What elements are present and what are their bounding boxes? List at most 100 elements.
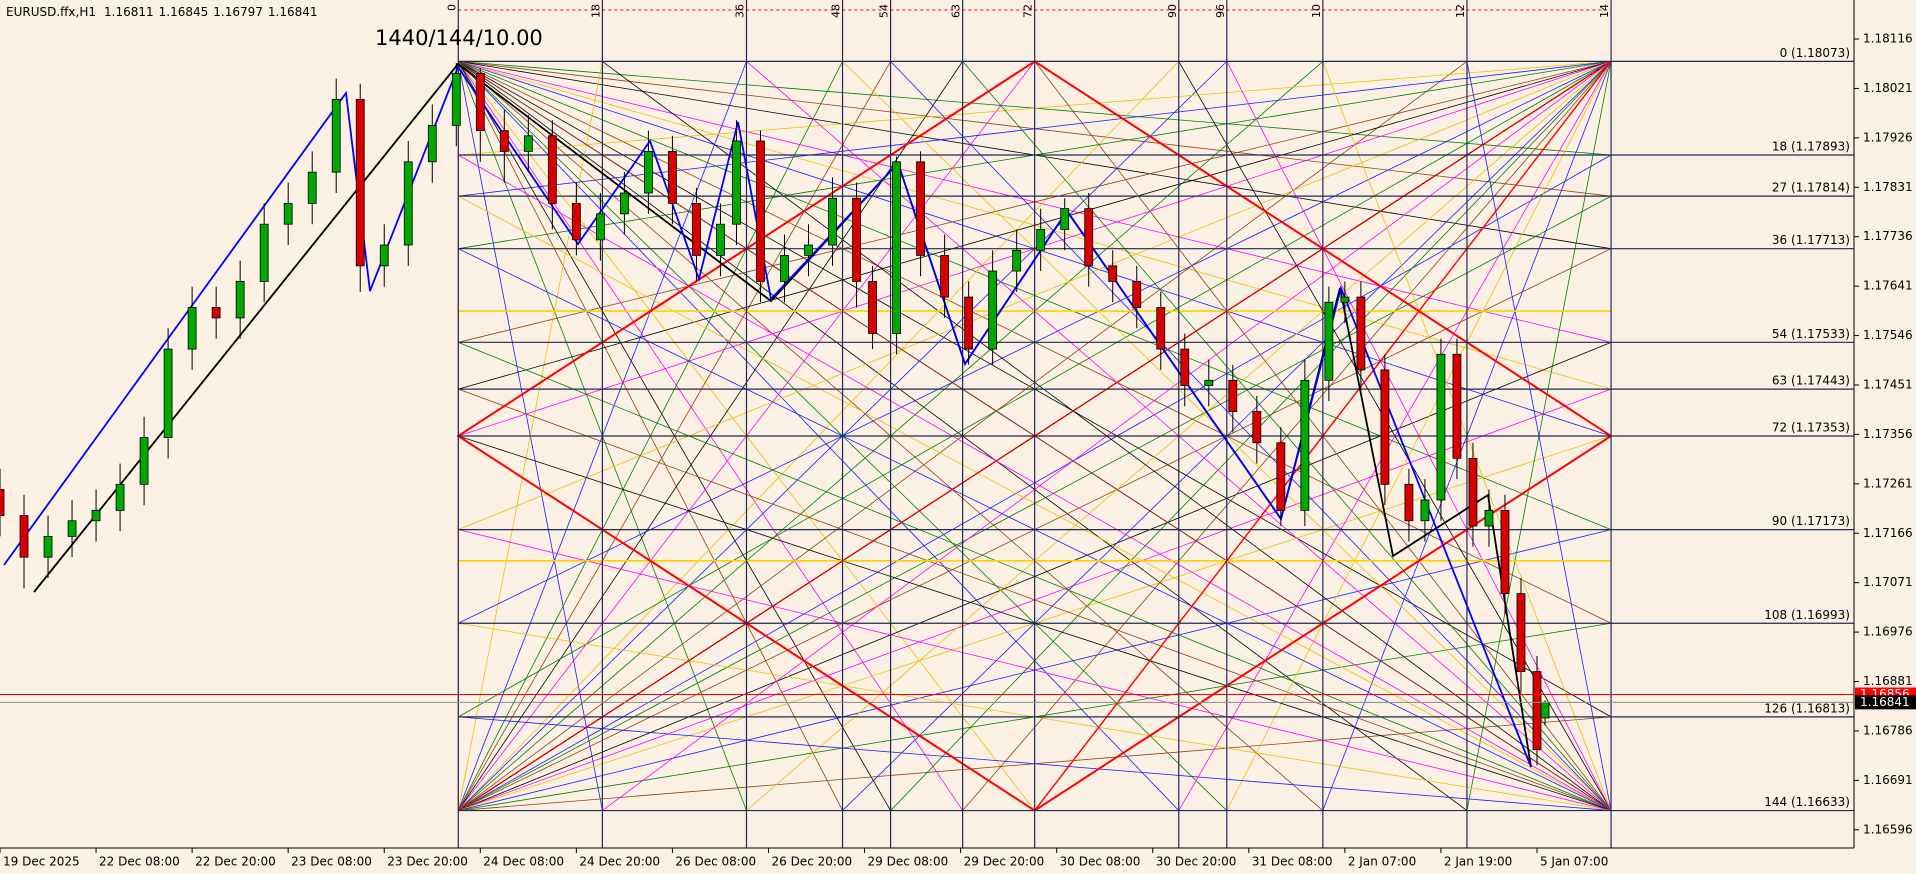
candle-body (1500, 509, 1510, 595)
y-tick-label: 1.17736 (1863, 229, 1913, 243)
candle-body (115, 483, 125, 511)
candle-body (1404, 483, 1414, 522)
gann-time-label: 10 (1310, 4, 1323, 18)
candle-body (1356, 296, 1366, 371)
candle-body (43, 535, 53, 558)
candle-body (163, 348, 173, 438)
candle-body (475, 72, 485, 131)
candle-body (259, 223, 269, 282)
candle-body (1276, 442, 1286, 511)
candle-body (1012, 249, 1022, 272)
candle-body (139, 437, 149, 485)
candle-body (644, 150, 653, 194)
candle-body (379, 244, 389, 267)
gann-level-label: 63 (1.17443) (1772, 374, 1850, 388)
gann-time-label: 96 (1214, 4, 1227, 18)
candle-body (1156, 307, 1166, 350)
candle-body (756, 140, 765, 282)
y-tick-label: 1.17166 (1863, 526, 1913, 540)
candle-body (732, 140, 741, 225)
candle-body (1132, 281, 1142, 308)
gann-time-label: 36 (733, 4, 746, 18)
gann-time-label: 18 (589, 4, 602, 18)
y-tick-label: 1.16976 (1863, 625, 1913, 639)
y-tick-label: 1.17451 (1863, 377, 1913, 391)
x-tick-label: 30 Dec 20:00 (1156, 855, 1237, 869)
candle-body (1252, 411, 1262, 444)
close-value: 1.16841 (268, 5, 318, 19)
candle-body (1324, 301, 1334, 381)
gann-time-label: 90 (1166, 4, 1179, 18)
candle-body (0, 489, 5, 516)
gann-level-label: 27 (1.17814) (1772, 181, 1850, 195)
gann-time-label: 54 (878, 4, 891, 18)
gann-time-label: 63 (950, 4, 963, 18)
y-tick-label: 1.16786 (1863, 723, 1913, 737)
candle-body (235, 281, 245, 319)
candle-body (211, 307, 221, 319)
y-tick-label: 1.17261 (1863, 476, 1913, 490)
candle-body (1468, 457, 1478, 527)
gann-time-label: 0 (445, 4, 458, 11)
candle-body (692, 203, 701, 256)
candle-body (1108, 265, 1118, 282)
candle-body (1340, 296, 1350, 303)
candle-body (451, 72, 461, 126)
symbol: EURUSD.ffx,H1 (6, 5, 96, 19)
y-tick-label: 1.17831 (1863, 180, 1913, 194)
x-tick-label: 22 Dec 20:00 (195, 855, 276, 869)
candle-body (1452, 353, 1462, 459)
x-tick-label: 22 Dec 08:00 (99, 855, 180, 869)
gann-level-label: 90 (1.17173) (1772, 514, 1850, 528)
candle-body (571, 203, 581, 241)
gann-time-label: 12 (1454, 4, 1467, 18)
candle-body (668, 150, 677, 204)
y-tick-label: 1.16881 (1863, 674, 1913, 688)
gann-time-label: 72 (1022, 4, 1035, 18)
y-tick-label: 1.17926 (1863, 130, 1913, 144)
y-tick-label: 1.17356 (1863, 427, 1913, 441)
candle-body (804, 244, 813, 256)
candle-body (403, 161, 413, 246)
x-tick-label: 23 Dec 08:00 (291, 855, 372, 869)
candle-body (1532, 671, 1542, 751)
candle-body (355, 98, 365, 267)
y-tick-label: 1.17641 (1863, 279, 1913, 293)
candle-body (307, 171, 317, 204)
x-tick-label: 24 Dec 20:00 (579, 855, 660, 869)
candle-body (427, 124, 437, 163)
gann-title: 1440/144/10.00 (375, 26, 543, 50)
candle-body (547, 135, 557, 204)
candle-body (523, 135, 533, 152)
candle-body (595, 213, 605, 241)
candle-body (988, 270, 998, 350)
price-tag (1855, 695, 1916, 710)
candle-body (868, 281, 877, 334)
candle-body (1084, 208, 1094, 267)
candle-body (283, 203, 293, 225)
y-tick-label: 1.18116 (1863, 32, 1913, 46)
candle-body (499, 130, 509, 152)
x-tick-label: 19 Dec 2025 (3, 855, 80, 869)
x-tick-label: 2 Jan 19:00 (1444, 855, 1512, 869)
gann-level-label: 72 (1.17353) (1772, 420, 1850, 434)
gann-time-label: 14 (1598, 4, 1611, 18)
gann-level-label: 144 (1.16633) (1764, 795, 1850, 809)
candle-body (1180, 348, 1190, 386)
candle-body (91, 509, 101, 522)
gann-level-label: 36 (1.17713) (1772, 233, 1850, 247)
high-value: 1.16845 (159, 5, 209, 19)
open-value: 1.16811 (104, 5, 154, 19)
x-tick-label: 5 Jan 07:00 (1540, 855, 1608, 869)
candles (0, 62, 1550, 766)
candle-body (1540, 701, 1550, 719)
header: EURUSD.ffx,H1 1.16811 1.16845 1.16797 1.1684… (6, 5, 318, 19)
y-tick-label: 1.17071 (1863, 575, 1913, 589)
candle-body (916, 161, 925, 256)
x-tick-label: 29 Dec 20:00 (964, 855, 1045, 869)
candle-body (1484, 509, 1494, 527)
y-tick-label: 1.16691 (1863, 773, 1913, 787)
candle-body (1380, 369, 1390, 485)
